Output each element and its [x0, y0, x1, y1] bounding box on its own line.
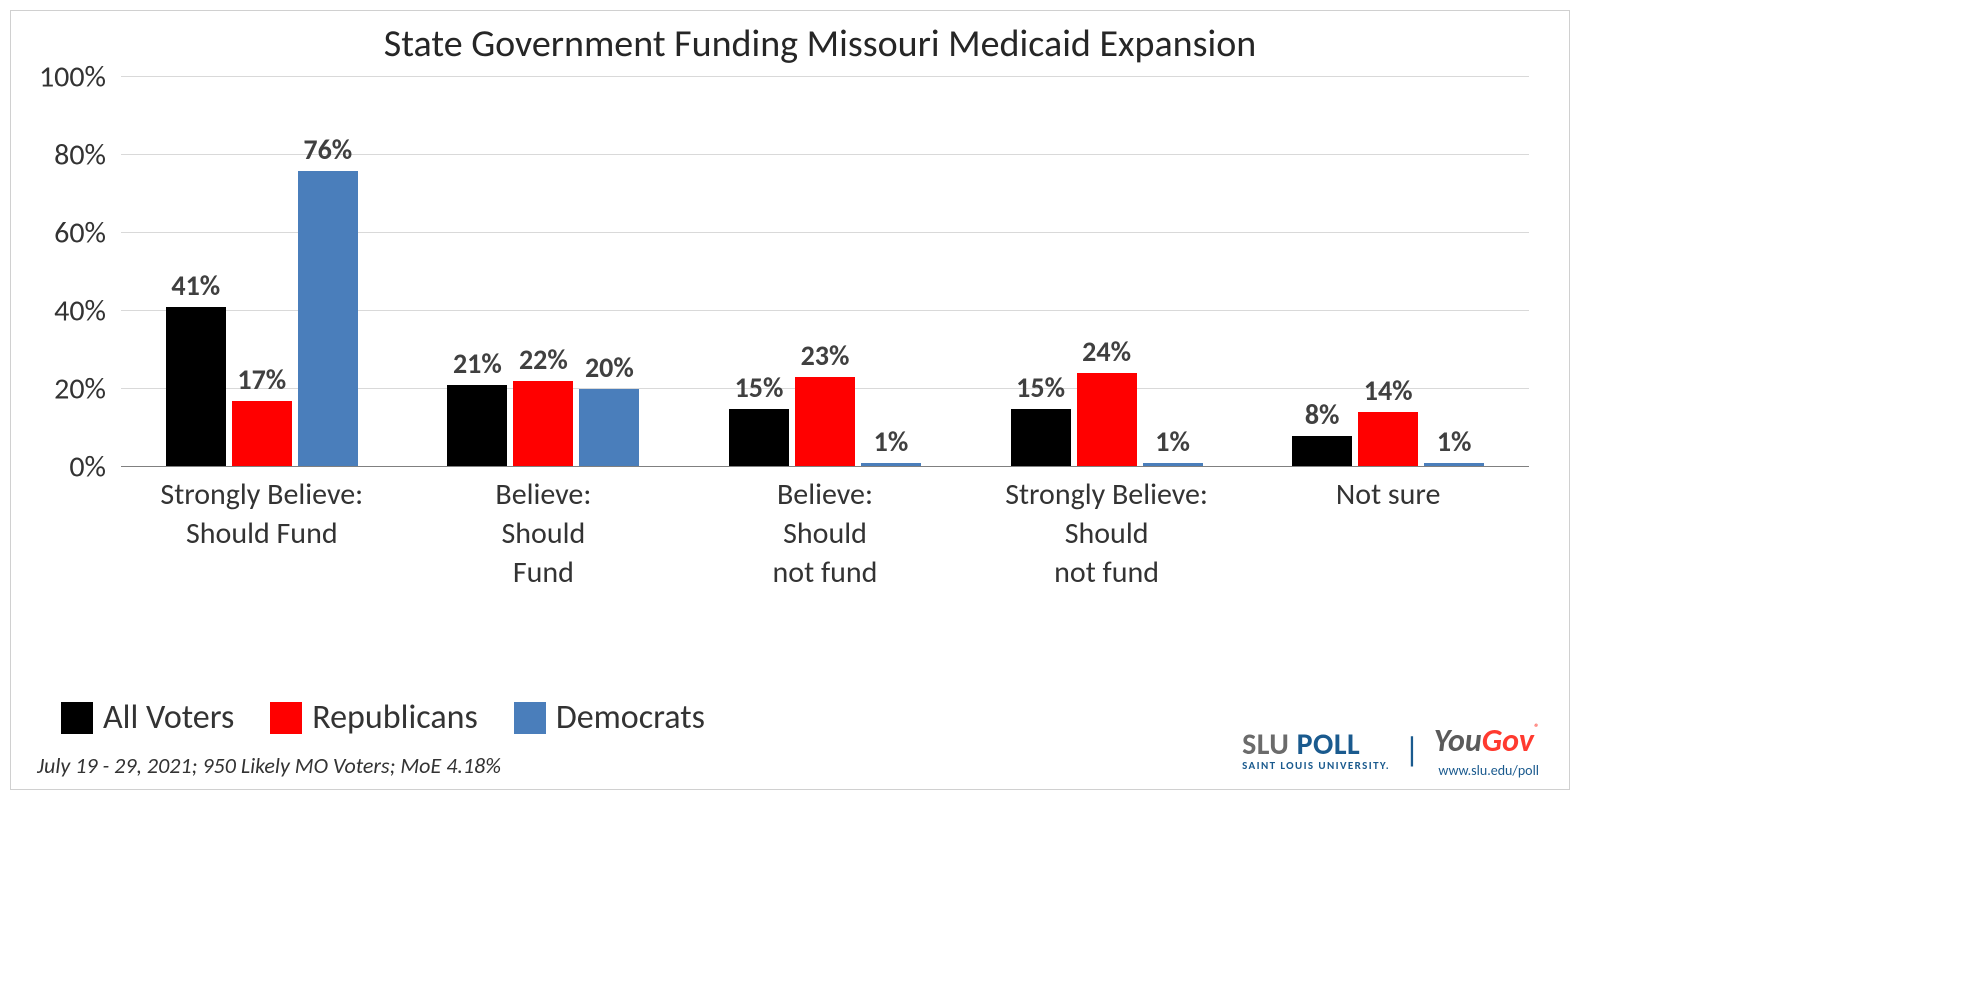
bar: 21%: [447, 385, 507, 467]
yougov-logo: YouGov® www.slu.edu/poll: [1434, 721, 1539, 779]
y-tick-label: 60%: [54, 215, 106, 252]
x-axis-labels: Strongly Believe:Should FundBelieve:Shou…: [121, 475, 1529, 592]
bar: 14%: [1358, 412, 1418, 467]
bar-value-label: 21%: [453, 346, 502, 381]
y-tick-label: 100%: [39, 59, 106, 96]
branding-logos: SLU POLL SAINT LOUIS UNIVERSITY. | YouGo…: [1242, 721, 1539, 779]
y-axis: 0%20%40%60%80%100%: [21, 77, 116, 467]
bar-value-label: 22%: [519, 342, 568, 377]
legend-label: All Voters: [103, 697, 234, 738]
slu-poll-logo: SLU POLL SAINT LOUIS UNIVERSITY.: [1242, 730, 1390, 771]
legend-item: Democrats: [514, 697, 705, 738]
bar-value-label: 14%: [1364, 373, 1413, 408]
bar-value-label: 1%: [874, 424, 909, 459]
logo-divider: |: [1404, 730, 1420, 771]
legend-label: Republicans: [312, 697, 478, 738]
bar-value-label: 41%: [171, 268, 220, 303]
y-tick-label: 20%: [54, 371, 106, 408]
chart-title: State Government Funding Missouri Medica…: [91, 21, 1549, 67]
y-tick-label: 80%: [54, 137, 106, 174]
yougov-you: You: [1434, 721, 1482, 760]
bar-groups: 41%17%76%21%22%20%15%23%1%15%24%1%8%14%1…: [121, 77, 1529, 467]
bar: 15%: [729, 409, 789, 468]
category-group: 15%24%1%: [966, 77, 1248, 467]
slu-subtitle: SAINT LOUIS UNIVERSITY.: [1242, 760, 1390, 771]
bar: 41%: [166, 307, 226, 467]
chart-container: State Government Funding Missouri Medica…: [10, 10, 1570, 790]
x-axis-label: Strongly Believe:Shouldnot fund: [966, 475, 1248, 592]
bar: 8%: [1292, 436, 1352, 467]
bar-value-label: 1%: [1437, 424, 1472, 459]
category-group: 8%14%1%: [1247, 77, 1529, 467]
yougov-gov: Gov: [1482, 721, 1534, 760]
bar: 17%: [232, 401, 292, 467]
x-axis-label: Strongly Believe:Should Fund: [121, 475, 403, 592]
bar: 22%: [513, 381, 573, 467]
chart-footer: All Voters Republicans Democrats SLU POLL …: [31, 697, 1549, 779]
bar: 76%: [298, 171, 358, 467]
legend-swatch: [270, 702, 302, 734]
bar: 15%: [1011, 409, 1071, 468]
bar-value-label: 8%: [1305, 397, 1340, 432]
bar-value-label: 15%: [1016, 370, 1065, 405]
bar: 20%: [579, 389, 639, 467]
bar-value-label: 76%: [303, 132, 352, 167]
category-group: 41%17%76%: [121, 77, 403, 467]
bar: 23%: [795, 377, 855, 467]
bar: 24%: [1077, 373, 1137, 467]
bar-value-label: 23%: [801, 338, 850, 373]
y-tick-label: 40%: [54, 293, 106, 330]
plot-area: 0%20%40%60%80%100% 41%17%76%21%22%20%15%…: [121, 77, 1529, 467]
x-axis-label: Not sure: [1247, 475, 1529, 592]
legend-item: All Voters: [61, 697, 234, 738]
x-axis-label: Believe:ShouldFund: [403, 475, 685, 592]
legend-swatch: [61, 702, 93, 734]
y-tick-label: 0%: [69, 449, 106, 486]
bar-value-label: 24%: [1082, 334, 1131, 369]
bar-value-label: 20%: [585, 350, 634, 385]
poll-url: www.slu.edu/poll: [1434, 762, 1539, 779]
legend-swatch: [514, 702, 546, 734]
legend-label: Democrats: [556, 697, 705, 738]
slu-text: SLU: [1242, 726, 1289, 763]
bar-value-label: 1%: [1155, 424, 1190, 459]
x-axis-label: Believe:Shouldnot fund: [684, 475, 966, 592]
category-group: 15%23%1%: [684, 77, 966, 467]
x-axis-baseline: [121, 466, 1529, 467]
bar-value-label: 15%: [735, 370, 784, 405]
category-group: 21%22%20%: [403, 77, 685, 467]
legend-item: Republicans: [270, 697, 478, 738]
bar-value-label: 17%: [237, 362, 286, 397]
poll-text: POLL: [1297, 726, 1361, 763]
